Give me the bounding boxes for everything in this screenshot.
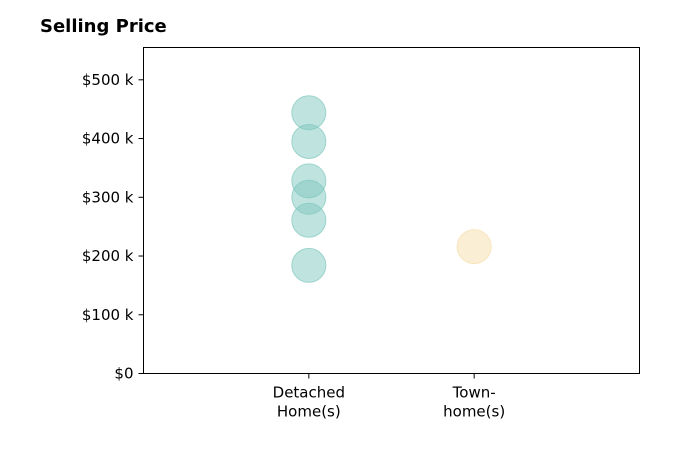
plot-frame — [143, 47, 640, 374]
data-points — [291, 95, 492, 283]
y-tick-label: $400 k — [82, 130, 134, 148]
y-tick-label: $100 k — [82, 306, 134, 324]
y-tick-label: $300 k — [82, 188, 134, 206]
x-tick-label: Town-home(s) — [443, 384, 505, 421]
x-axis: Detached Home(s) Town-home(s) — [273, 373, 505, 421]
chart-title: Selling Price — [40, 16, 167, 37]
x-tick-label: Detached Home(s) — [273, 384, 345, 421]
y-tick-label: $0 — [114, 365, 133, 383]
data-point — [456, 229, 492, 265]
data-point — [291, 247, 327, 283]
y-axis: $0 $100 k $200 k $300 k $400 k $500 k — [82, 71, 144, 383]
data-point — [291, 202, 327, 238]
y-tick-label: $500 k — [82, 71, 134, 89]
data-point — [291, 123, 327, 159]
y-tick-label: $200 k — [82, 247, 134, 265]
